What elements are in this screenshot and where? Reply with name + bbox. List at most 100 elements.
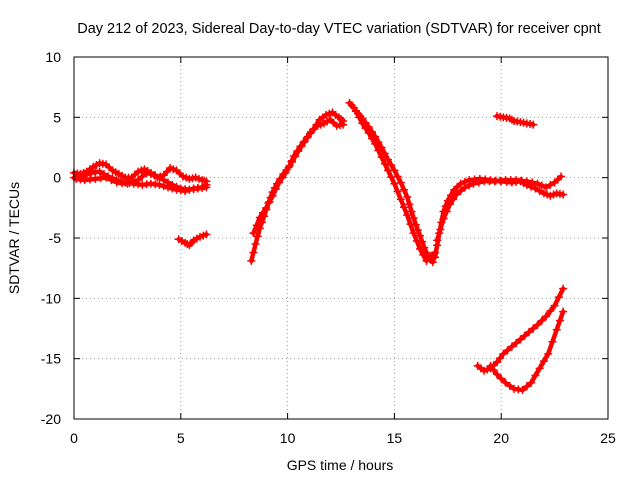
data-point — [439, 214, 448, 223]
series-arc-7b — [486, 307, 568, 395]
data-point — [322, 110, 331, 119]
data-point — [351, 107, 360, 116]
data-point — [339, 120, 348, 129]
data-point — [518, 386, 527, 395]
plus-marker — [355, 113, 364, 122]
y-tick-label: -15 — [41, 351, 61, 367]
y-tick-label: -5 — [49, 230, 62, 246]
plus-marker — [413, 226, 422, 235]
data-point — [428, 258, 437, 267]
plus-marker — [163, 178, 172, 187]
data-point — [262, 203, 271, 212]
data-point — [527, 378, 536, 387]
plus-marker — [284, 163, 293, 172]
data-point — [499, 349, 508, 358]
data-point — [552, 325, 561, 334]
data-point — [142, 168, 151, 177]
plus-marker — [449, 195, 458, 204]
plot-frame — [73, 56, 609, 420]
plus-marker — [535, 186, 544, 195]
data-point — [134, 176, 143, 185]
data-point — [102, 160, 111, 169]
plus-marker — [291, 152, 300, 161]
data-point — [535, 364, 544, 373]
plus-marker — [537, 316, 546, 325]
plus-marker — [387, 173, 396, 182]
data-point — [202, 183, 211, 192]
data-point — [155, 180, 164, 189]
data-point — [539, 189, 548, 198]
data-point — [371, 139, 380, 148]
data-point — [300, 137, 309, 146]
plus-marker — [522, 382, 531, 391]
plus-marker — [271, 185, 280, 194]
data-point — [172, 166, 181, 175]
series-arc-2 — [174, 230, 211, 250]
data-point — [501, 176, 510, 185]
plus-marker — [400, 203, 409, 212]
y-tick-label: -20 — [41, 411, 61, 427]
plus-marker — [554, 293, 563, 302]
plus-marker — [253, 232, 262, 241]
y-tick-label: -10 — [41, 290, 61, 306]
data-point — [480, 177, 489, 186]
plus-marker — [374, 146, 383, 155]
data-point — [416, 231, 425, 240]
data-point — [542, 312, 551, 321]
data-point — [255, 213, 264, 222]
data-point — [445, 200, 454, 209]
plus-marker — [297, 142, 306, 151]
data-point — [542, 183, 551, 192]
data-point — [247, 256, 256, 265]
plus-marker — [528, 178, 537, 187]
data-point — [332, 121, 341, 130]
data-point — [507, 342, 516, 351]
data-point — [396, 178, 405, 187]
data-point — [383, 166, 392, 175]
data-point — [315, 115, 324, 124]
plus-marker — [412, 237, 421, 246]
data-point — [151, 171, 160, 180]
plus-marker — [555, 316, 564, 325]
data-point — [307, 127, 316, 136]
plus-marker — [546, 307, 555, 316]
data-point — [123, 179, 132, 188]
data-point — [294, 147, 303, 156]
plus-marker — [367, 134, 376, 143]
plus-marker — [436, 225, 445, 234]
plus-marker — [146, 170, 155, 179]
data-point — [159, 176, 168, 185]
data-point — [452, 190, 461, 199]
data-point — [202, 230, 211, 239]
data-point — [416, 244, 425, 253]
plus-marker — [380, 159, 389, 168]
data-point — [422, 256, 431, 265]
data-point — [95, 159, 104, 168]
data-point — [185, 241, 194, 250]
data-point — [383, 155, 392, 164]
plus-marker — [520, 331, 529, 340]
plus-marker — [496, 354, 505, 363]
data-point — [334, 113, 343, 122]
data-point — [198, 176, 207, 185]
plus-marker — [537, 181, 546, 190]
data-point — [490, 177, 499, 186]
data-point — [185, 174, 194, 183]
plus-marker — [278, 173, 287, 182]
data-point — [516, 335, 525, 344]
data-point — [407, 207, 416, 216]
series-arc-1c — [72, 168, 211, 194]
plus-marker — [409, 214, 418, 223]
data-point — [319, 119, 328, 128]
data-point — [166, 164, 175, 173]
data-point — [326, 115, 335, 124]
x-tick-label: 0 — [70, 430, 78, 446]
data-point — [499, 113, 508, 122]
data-point — [146, 179, 155, 188]
plus-marker — [474, 178, 483, 187]
data-point — [533, 320, 542, 329]
data-point — [469, 179, 478, 188]
plus-marker — [505, 381, 514, 390]
plus-marker — [82, 170, 91, 179]
